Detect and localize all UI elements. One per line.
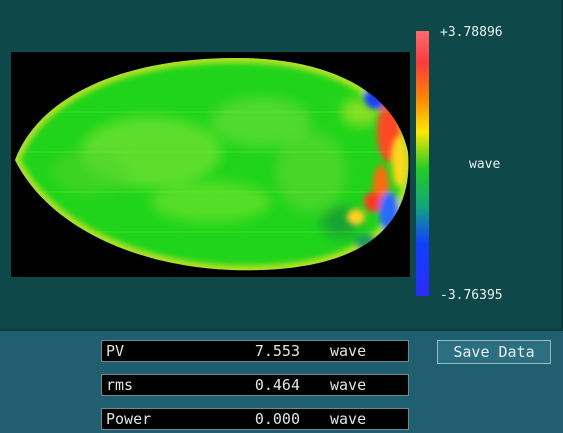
color-scale-bar <box>416 31 429 296</box>
wavefront-surface-map <box>11 52 410 277</box>
save-data-button[interactable]: Save Data <box>437 340 551 364</box>
readout-label: PV <box>106 342 125 360</box>
surface-map-panel: +3.78896 wave -3.76395 <box>0 0 563 331</box>
readout-value: 7.553 <box>254 342 300 360</box>
readout-label: Power <box>106 410 152 428</box>
readout-unit: wave <box>330 342 367 360</box>
colorbar-max-label: +3.78896 <box>440 25 503 40</box>
readout-value: 0.464 <box>254 376 300 394</box>
pv-readout: PV 7.553 wave <box>101 340 409 362</box>
colorbar-unit-label: wave <box>469 157 501 172</box>
readout-label: rms <box>106 376 134 394</box>
readout-value: 0.000 <box>254 410 300 428</box>
readout-unit: wave <box>330 410 367 428</box>
readout-unit: wave <box>330 376 367 394</box>
rms-readout: rms 0.464 wave <box>101 374 409 396</box>
colorbar-min-label: -3.76395 <box>440 288 503 303</box>
power-readout: Power 0.000 wave <box>101 408 409 430</box>
